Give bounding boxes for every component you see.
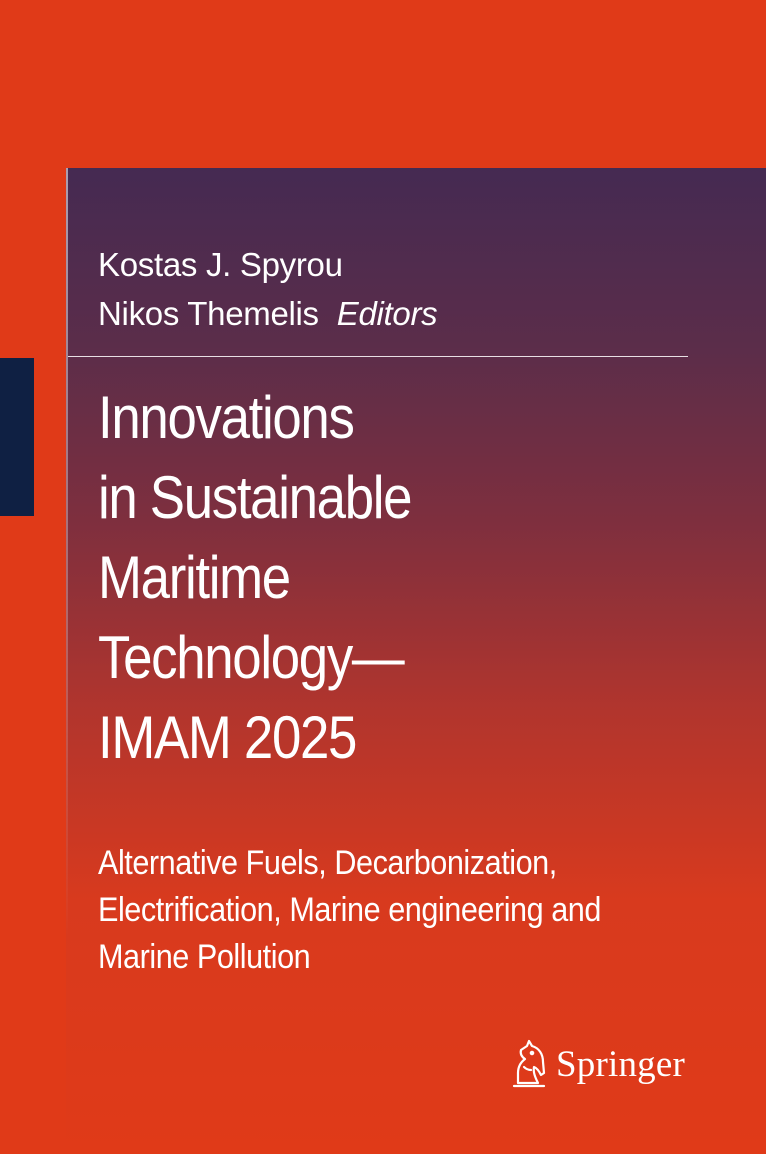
- gradient-panel: [66, 168, 766, 1154]
- subtitle-line: Electrification, Marine engineering and: [98, 891, 601, 929]
- title-line: in Sustainable: [98, 464, 413, 531]
- editor-name: Kostas J. Spyrou: [98, 246, 343, 283]
- title-line: Innovations: [98, 384, 355, 451]
- title-line: IMAM 2025: [98, 704, 357, 771]
- publisher-name: Springer: [556, 1043, 686, 1085]
- editors-block: Kostas J. Spyrou Nikos Themelis Editors: [98, 240, 438, 338]
- book-title: Innovations in Sustainable Maritime Tech…: [98, 378, 661, 778]
- series-color-bar: [0, 358, 34, 516]
- publisher-logo: Springer: [508, 1036, 685, 1092]
- editors-role-label: Editors: [336, 295, 438, 332]
- title-divider: [68, 356, 688, 357]
- editor-line: Nikos Themelis Editors: [98, 289, 438, 338]
- title-line: Maritime: [98, 544, 291, 611]
- subtitle-line: Marine Pollution: [98, 938, 311, 976]
- editor-name: Nikos Themelis: [98, 295, 319, 332]
- subtitle-line: Alternative Fuels, Decarbonization,: [98, 844, 557, 882]
- title-line: Technology—: [98, 624, 405, 691]
- book-subtitle: Alternative Fuels, Decarbonization, Elec…: [98, 840, 674, 981]
- springer-horse-icon: [508, 1039, 550, 1089]
- panel-edge-line: [66, 168, 68, 938]
